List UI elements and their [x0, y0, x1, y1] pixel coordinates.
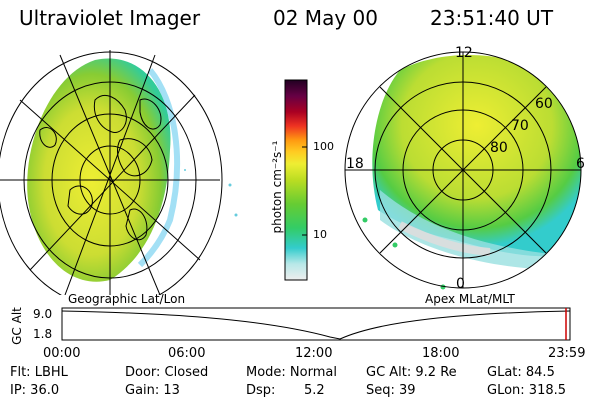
- apex-polar-map: [344, 51, 582, 290]
- colorbar-gradient: [284, 79, 308, 281]
- glon-info: GLon: 318.5: [487, 383, 567, 398]
- mlt-label-6: 6: [576, 156, 585, 172]
- geographic-map-label: Geographic Lat/Lon: [68, 292, 186, 306]
- mlt-label-0: 0: [456, 276, 465, 292]
- gc-alt-info: GC Alt: 9.2 Re: [366, 365, 457, 380]
- seq-info: Seq: 39: [366, 383, 416, 398]
- gain-info: Gain: 13: [125, 383, 180, 398]
- image-date: 02 May 00: [273, 6, 378, 30]
- mlat-label-70: 70: [511, 118, 529, 134]
- mlat-label-80: 80: [490, 140, 508, 156]
- mlt-label-18: 18: [346, 156, 364, 172]
- altitude-curve: [61, 310, 571, 340]
- mlat-label-60: 60: [535, 96, 553, 112]
- colorbar-tick-10: 10: [313, 228, 327, 241]
- mlt-label-12: 12: [455, 45, 473, 61]
- altitude-xtick-2359: 23:59: [548, 346, 586, 361]
- geographic-map: [0, 50, 238, 295]
- image-time: 23:51:40 UT: [430, 6, 554, 30]
- altitude-xtick-0000: 00:00: [43, 346, 81, 361]
- colorbar-tick-100: 100: [313, 140, 334, 153]
- altitude-xtick-1200: 12:00: [295, 346, 333, 361]
- apex-map-label: Apex MLat/MLT: [425, 292, 515, 306]
- dsp-label: Dsp:: [246, 383, 276, 398]
- altitude-ytick-9: 9.0: [33, 307, 53, 321]
- altitude-plot: [61, 307, 571, 341]
- altitude-ylabel: GC Alt: [10, 307, 24, 345]
- altitude-xtick-1800: 18:00: [422, 346, 460, 361]
- mode-info: Mode: Normal: [246, 365, 337, 380]
- dsp-value: 5.2: [304, 383, 325, 398]
- altitude-ytick-1: 1.8: [33, 327, 53, 341]
- door-info: Door: Closed: [125, 365, 209, 380]
- altitude-xtick-0600: 06:00: [168, 346, 206, 361]
- colorbar-unit-label: photon cm⁻²s⁻¹: [270, 140, 284, 234]
- ip-info: IP: 36.0: [10, 383, 60, 398]
- colorbar: [284, 79, 308, 281]
- filter-info: Flt: LBHL: [10, 365, 68, 380]
- glat-info: GLat: 84.5: [487, 365, 555, 380]
- instrument-title: Ultraviolet Imager: [19, 6, 201, 30]
